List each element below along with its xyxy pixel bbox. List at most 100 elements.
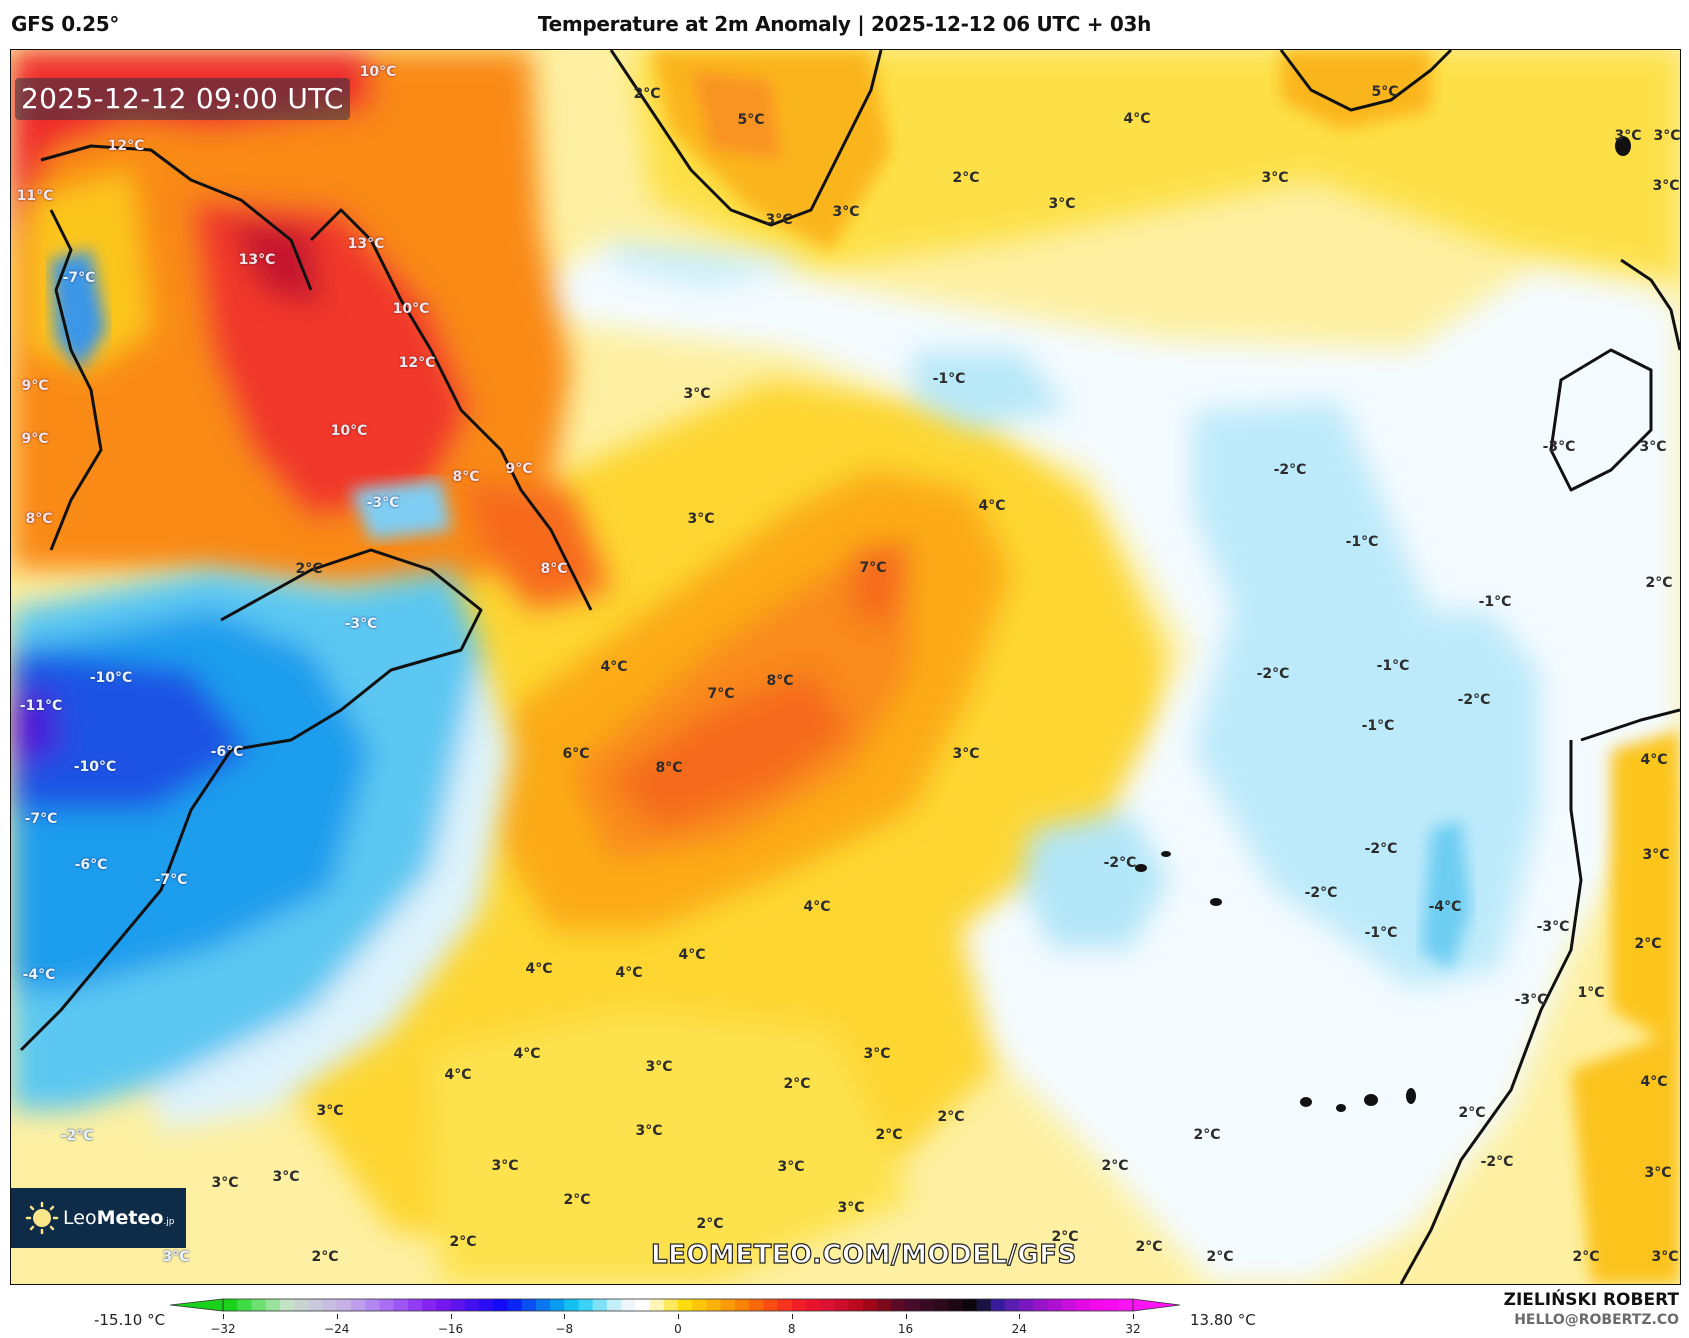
isotherm-label: 2°C: [1634, 936, 1662, 952]
isotherm-label: -2°C: [1273, 462, 1307, 478]
colorbar: [170, 1298, 1180, 1312]
isotherm-label: 2°C: [1101, 1158, 1129, 1174]
isotherm-label: 2°C: [563, 1192, 591, 1208]
isotherm-label: -6°C: [74, 857, 108, 873]
credits: ZIELIŃSKI ROBERT HELLO@ROBERTZ.CO: [1504, 1290, 1679, 1328]
leometeo-logo: LeoMeteo.jp: [11, 1188, 186, 1248]
isotherm-label: 4°C: [525, 961, 553, 977]
isotherm-label: 9°C: [21, 431, 49, 447]
isotherm-label: 5°C: [1371, 84, 1399, 100]
isotherm-label: 4°C: [803, 899, 831, 915]
isotherm-label: 13°C: [238, 252, 276, 268]
isotherm-label: 2°C: [449, 1234, 477, 1250]
isotherm-label: -11°C: [19, 698, 63, 714]
isotherm-label: 4°C: [615, 965, 643, 981]
isotherm-label: 3°C: [645, 1059, 673, 1075]
isotherm-label: 2°C: [937, 1109, 965, 1125]
isotherm-label: 4°C: [1123, 111, 1151, 127]
isotherm-label: 3°C: [272, 1169, 300, 1185]
isotherm-label: 3°C: [1644, 1165, 1672, 1181]
colorbar-tick: [1019, 1314, 1021, 1319]
isotherm-label: 4°C: [1640, 1074, 1668, 1090]
isotherm-label: -6°C: [210, 744, 244, 760]
isotherm-label: -3°C: [344, 616, 378, 632]
sun-icon: [25, 1201, 59, 1235]
isotherm-label: -7°C: [154, 872, 188, 888]
isotherm-label: 12°C: [398, 355, 436, 371]
isotherm-label: 8°C: [540, 561, 568, 577]
isotherm-label: 8°C: [452, 469, 480, 485]
isotherm-label: 3°C: [162, 1249, 190, 1265]
isotherm-label: 8°C: [655, 760, 683, 776]
valid-time-badge: 2025-12-12 09:00 UTC: [15, 78, 350, 120]
isotherm-label: 3°C: [952, 746, 980, 762]
isotherm-label: 2°C: [1458, 1105, 1486, 1121]
isotherm-label: 4°C: [513, 1046, 541, 1062]
isotherm-label: 12°C: [107, 138, 145, 154]
isotherm-label: -2°C: [60, 1128, 94, 1144]
isotherm-label: 2°C: [875, 1127, 903, 1143]
colorbar-min-label: -15.10 °C: [94, 1311, 166, 1329]
isotherm-label: 10°C: [330, 423, 368, 439]
colorbar-tick: [564, 1314, 566, 1319]
isotherm-label: 3°C: [777, 1159, 805, 1175]
isotherm-label: -4°C: [1428, 899, 1462, 915]
isotherm-label: 9°C: [505, 461, 533, 477]
isotherm-label: 3°C: [1642, 847, 1670, 863]
colorbar-tick-label: 24: [1011, 1322, 1027, 1336]
chart-title: Temperature at 2m Anomaly | 2025-12-12 0…: [537, 12, 1152, 36]
isotherm-label: 3°C: [837, 1200, 865, 1216]
isotherm-label: 4°C: [978, 498, 1006, 514]
isotherm-label: -1°C: [1345, 534, 1379, 550]
isotherm-label: 2°C: [1135, 1239, 1163, 1255]
isotherm-label: -3°C: [1542, 439, 1576, 455]
isotherm-label: 13°C: [347, 236, 385, 252]
colorbar-tick-label: −32: [210, 1322, 236, 1336]
colorbar-tick-label: 32: [1125, 1322, 1141, 1336]
colorbar-tick: [905, 1314, 907, 1319]
colorbar-tick: [450, 1314, 452, 1319]
isotherm-label: -10°C: [89, 670, 133, 686]
model-label: GFS 0.25°: [11, 12, 120, 36]
isotherm-label: 3°C: [832, 204, 860, 220]
isotherm-label: 7°C: [707, 686, 735, 702]
isotherm-label: -2°C: [1304, 885, 1338, 901]
isotherm-label: 3°C: [1651, 1249, 1679, 1265]
isotherm-label: 4°C: [444, 1067, 472, 1083]
author-email: HELLO@ROBERTZ.CO: [1514, 1312, 1679, 1328]
isotherm-label: -1°C: [932, 371, 966, 387]
isotherm-label: 2°C: [311, 1249, 339, 1265]
isotherm-label: -3°C: [366, 495, 400, 511]
colorbar-tick-label: −8: [555, 1322, 574, 1336]
isotherm-label: 2°C: [952, 170, 980, 186]
isotherm-label: -2°C: [1480, 1154, 1514, 1170]
isotherm-label: -1°C: [1376, 658, 1410, 674]
isotherm-label: 3°C: [1653, 128, 1681, 144]
colorbar-tick: [1133, 1314, 1134, 1319]
colorbar-tick-label: 8: [787, 1322, 796, 1336]
isotherm-label: -7°C: [62, 270, 96, 286]
isotherm-label: 3°C: [491, 1158, 519, 1174]
author-name: ZIELIŃSKI ROBERT: [1503, 1290, 1679, 1310]
isotherm-label: 3°C: [1639, 439, 1667, 455]
isotherm-label: 3°C: [1261, 170, 1289, 186]
watermark-url: LEOMETEO.COM/MODEL/GFS: [650, 1239, 1077, 1270]
isotherm-label: 4°C: [600, 659, 628, 675]
isotherm-label: 3°C: [316, 1103, 344, 1119]
isotherm-label: -3°C: [1514, 992, 1548, 1008]
colorbar-tick: [336, 1314, 338, 1319]
isotherm-label: -2°C: [1256, 666, 1290, 682]
colorbar-tick: [791, 1314, 793, 1319]
isotherm-label: -2°C: [1364, 841, 1398, 857]
isotherm-label: 3°C: [1652, 178, 1680, 194]
isotherm-label: 3°C: [635, 1123, 663, 1139]
isotherm-label: -1°C: [1364, 925, 1398, 941]
isotherm-label: 2°C: [1206, 1249, 1234, 1265]
isotherm-label: -10°C: [73, 759, 117, 775]
isotherm-label: -4°C: [22, 967, 56, 983]
isotherm-label: -7°C: [24, 811, 58, 827]
isotherm-label: 3°C: [683, 386, 711, 402]
isotherm-label: -1°C: [1478, 594, 1512, 610]
logo-text: LeoMeteo.jp: [63, 1207, 175, 1229]
isotherm-label: 2°C: [696, 1216, 724, 1232]
